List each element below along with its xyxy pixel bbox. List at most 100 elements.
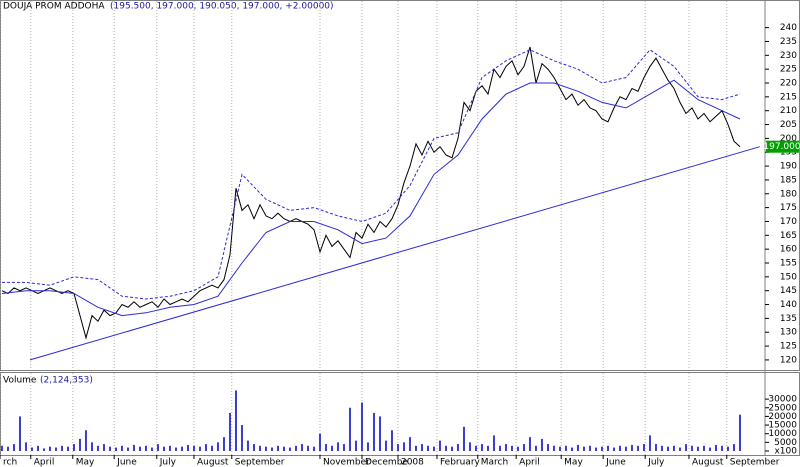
volume-bar	[216, 442, 219, 451]
volume-bar	[642, 444, 645, 451]
volume-title: Volume	[3, 376, 37, 386]
volume-bar	[510, 445, 513, 451]
volume-bar	[312, 446, 315, 451]
y-tick-label: 220	[780, 79, 797, 89]
volume-bar	[534, 445, 537, 451]
volume-bar	[714, 444, 717, 451]
volume-bar	[708, 447, 711, 451]
volume-bar	[600, 446, 603, 451]
volume-bar	[384, 440, 387, 451]
volume-bar	[264, 446, 267, 451]
y-tick-label: 125	[780, 342, 797, 352]
volume-bar	[204, 444, 207, 451]
y-tick-label: 190	[780, 162, 797, 172]
volume-bar	[516, 446, 519, 451]
volume-bar	[720, 445, 723, 451]
volume-bar	[306, 445, 309, 451]
price-subtitle: (195.500, 197.000, 190.050, 197.000, +2.…	[110, 2, 334, 12]
x-tick-label: August	[692, 458, 724, 467]
volume-bar	[12, 444, 15, 451]
volume-bar	[372, 412, 375, 451]
x-tick-label: August	[197, 458, 229, 467]
volume-bar	[258, 445, 261, 451]
volume-bar	[612, 447, 615, 451]
volume-bar	[390, 430, 393, 451]
volume-bar	[246, 440, 249, 451]
volume-bar	[6, 446, 9, 451]
volume-bar	[192, 445, 195, 451]
volume-bar	[324, 444, 327, 451]
volume-bar	[630, 444, 633, 451]
volume-bar	[408, 437, 411, 451]
volume-bar	[174, 447, 177, 451]
y-tick-label: 10000	[768, 429, 797, 439]
volume-bar	[72, 444, 75, 451]
volume-bar	[210, 445, 213, 451]
volume-bar	[300, 444, 303, 451]
volume-bar	[24, 442, 27, 451]
y-tick-label: 200	[780, 134, 797, 144]
volume-bar	[666, 446, 669, 451]
volume-bar	[486, 445, 489, 451]
volume-bar	[282, 446, 285, 451]
volume-bar	[462, 426, 465, 451]
volume-bar	[132, 444, 135, 451]
volume-bar	[726, 446, 729, 451]
volume-bar	[252, 444, 255, 451]
price-series-line	[1, 46, 741, 340]
x-tick-label: February	[440, 458, 481, 467]
x-tick-label: 2008	[401, 458, 424, 467]
volume-bar	[732, 444, 735, 451]
x-tick-label: July	[159, 458, 177, 467]
x-tick-label: rch	[3, 458, 17, 467]
price-title: DOUJA PROM ADDOHA	[3, 2, 105, 12]
volume-bar	[60, 445, 63, 451]
y-tick-label: 145	[780, 286, 797, 296]
price-series-line	[29, 146, 760, 361]
volume-bar	[378, 416, 381, 451]
volume-bar	[138, 446, 141, 451]
y-tick-label: 230	[780, 51, 797, 61]
volume-bar	[690, 445, 693, 451]
y-tick-label: 205	[780, 120, 797, 130]
volume-bar	[504, 444, 507, 451]
volume-bar	[354, 440, 357, 451]
volume-bar	[144, 445, 147, 451]
volume-bar	[558, 446, 561, 451]
volume-bar	[474, 445, 477, 451]
volume-bar	[360, 402, 363, 451]
volume-bar	[228, 412, 231, 451]
x-tick-label: April	[34, 458, 55, 467]
y-tick-label: 15000	[768, 421, 797, 431]
volume-bar	[624, 446, 627, 451]
volume-bar	[186, 444, 189, 451]
volume-bar	[456, 444, 459, 451]
volume-bar	[162, 446, 165, 451]
volume-bar	[126, 447, 129, 451]
volume-bar	[522, 444, 525, 451]
y-tick-label: 150	[780, 272, 797, 282]
volume-bar	[318, 433, 321, 451]
volume-bar	[564, 445, 567, 451]
volume-bar	[18, 416, 21, 451]
volume-bar	[438, 440, 441, 451]
y-tick-label: 120	[780, 355, 797, 365]
x-tick-label: June	[116, 458, 137, 467]
x-tick-label: November	[323, 458, 370, 467]
volume-bar	[288, 447, 291, 451]
volume-bar	[84, 430, 87, 451]
volume-bar	[480, 444, 483, 451]
volume-bar	[222, 437, 225, 451]
x-tick-label: September	[730, 458, 780, 467]
y-tick-label: 210	[780, 106, 797, 116]
volume-bar	[336, 442, 339, 451]
volume-bar	[102, 444, 105, 451]
y-tick-label: 130	[780, 328, 797, 338]
price-series-line	[1, 79, 741, 317]
volume-bar	[366, 442, 369, 451]
last-value-box	[766, 140, 799, 153]
y-tick-label: 160	[780, 245, 797, 255]
y-tick-label: 185	[780, 175, 797, 185]
volume-bar	[168, 445, 171, 451]
